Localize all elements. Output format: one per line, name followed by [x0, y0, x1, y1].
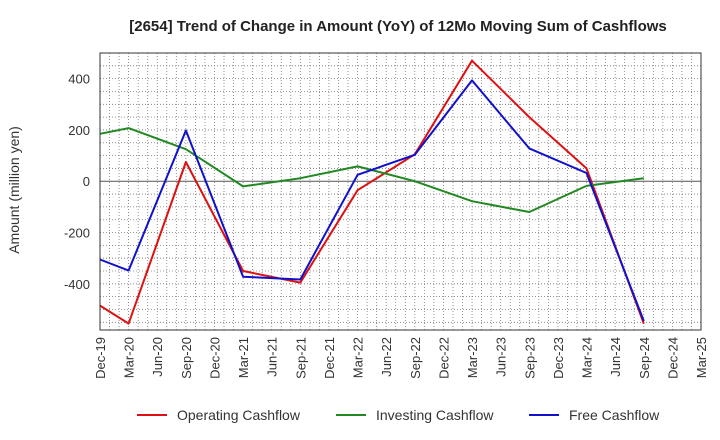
series-line-0	[99, 59, 645, 325]
x-tick-label: Dec-22	[436, 337, 451, 379]
x-tick-label: Jun-24	[608, 337, 623, 377]
x-tick-label: Dec-20	[207, 337, 222, 379]
x-tick-label: Mar-22	[351, 337, 366, 378]
legend-label: Investing Cashflow	[376, 407, 494, 423]
x-tick-label: Dec-19	[93, 337, 108, 379]
grid	[100, 52, 701, 330]
x-tick-label: Sep-20	[179, 337, 194, 379]
series-line-2	[99, 79, 645, 322]
x-tick-label: Mar-23	[465, 337, 480, 378]
x-tick-label: Jun-20	[150, 337, 165, 377]
x-tick-label: Jun-23	[494, 337, 509, 377]
y-tick-label: 400	[68, 72, 90, 87]
x-tick-label: Sep-21	[293, 337, 308, 379]
x-tick-label: Mar-20	[122, 337, 137, 378]
series-lines	[99, 59, 645, 325]
x-tick-label: Mar-25	[694, 337, 709, 378]
x-tick-label: Jun-22	[379, 337, 394, 377]
x-tick-label: Dec-24	[665, 337, 680, 379]
y-tick-label: 0	[83, 174, 90, 189]
x-tick-labels: Dec-19 Mar-20 Jun-20 Sep-20 Dec-20 Mar-21 Jun-…	[93, 337, 709, 379]
y-axis-label: Amount (million yen)	[6, 126, 22, 254]
x-tick-label: Sep-23	[522, 337, 537, 379]
series-line-1	[99, 127, 644, 213]
x-tick-label: Dec-21	[322, 337, 337, 379]
x-tick-label: Mar-21	[236, 337, 251, 378]
x-tick-label: Mar-24	[580, 337, 595, 378]
chart-title: [2654] Trend of Change in Amount (YoY) o…	[129, 18, 667, 35]
y-tick-label: 200	[68, 123, 90, 138]
y-tick-label: -200	[64, 226, 90, 241]
y-tick-labels: 400 200 0 -200 -400	[64, 72, 90, 292]
legend: Operating Cashflow Investing Cashflow Free…	[137, 407, 660, 423]
plot-frame	[99, 52, 702, 331]
legend-label: Operating Cashflow	[177, 407, 301, 423]
x-tick-label: Sep-22	[408, 337, 423, 379]
x-tick-label: Jun-21	[265, 337, 280, 377]
legend-label: Free Cashflow	[569, 407, 660, 423]
x-tick-label: Sep-24	[637, 337, 652, 379]
x-tick-label: Dec-23	[551, 337, 566, 379]
y-tick-label: -400	[64, 277, 90, 292]
